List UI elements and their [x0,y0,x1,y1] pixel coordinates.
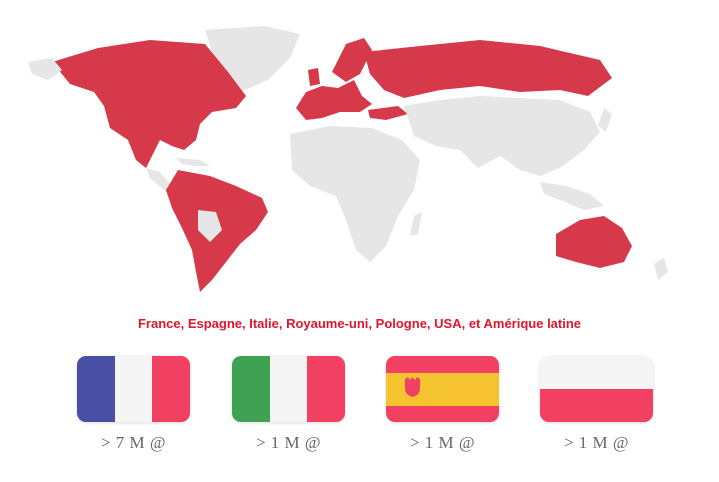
flags-row: > 7 M @ > 1 M @ > 1 M @ > 1 M @ [0,356,719,476]
map-uk [308,68,320,86]
flag-spain-icon [386,356,499,422]
world-map-svg [28,26,668,292]
map-alaska-edge [28,58,62,80]
flag-card-poland: > 1 M @ [540,356,655,453]
countries-caption: France, Espagne, Italie, Royaume-uni, Po… [137,316,582,331]
spain-crest-icon [405,377,420,397]
map-asia [404,96,600,176]
map-africa [290,126,420,262]
flag-label-spain: > 1 M @ [409,433,476,452]
world-map [28,26,668,292]
flag-card-italy: > 1 M @ [232,356,347,453]
map-russia [364,40,612,98]
flag-card-france: > 7 M @ [77,356,192,453]
map-caribbean [176,158,210,166]
map-japan [598,108,612,132]
flag-card-spain: > 1 M @ [386,356,501,453]
flag-label-poland: > 1 M @ [563,433,630,452]
flag-france-icon [77,356,190,422]
map-turkey [368,106,408,120]
map-scandinavia [332,38,372,82]
flag-label-italy: > 1 M @ [255,433,322,452]
map-new-zealand [654,258,668,280]
map-southeast-asia [540,182,604,210]
map-europe [296,80,372,120]
flag-poland-icon [540,356,653,422]
map-madagascar [410,212,422,236]
map-south-america-gray [198,210,222,242]
flag-italy-icon [232,356,345,422]
map-north-america [52,40,246,168]
map-australia [556,216,632,268]
flag-label-france: > 7 M @ [100,433,167,452]
